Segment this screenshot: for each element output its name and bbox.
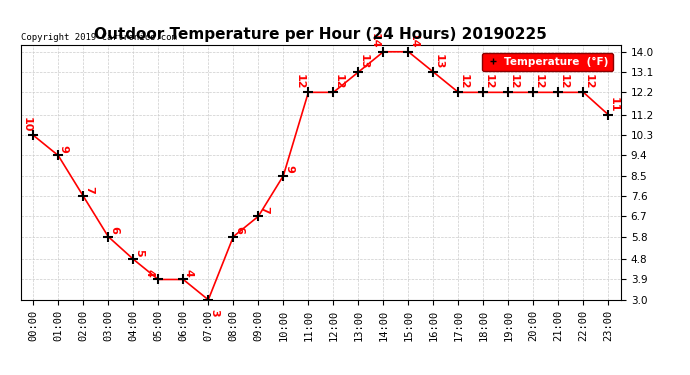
Text: 5: 5 bbox=[134, 249, 144, 256]
Text: 9: 9 bbox=[284, 165, 294, 173]
Text: 12: 12 bbox=[295, 74, 305, 90]
Text: 12: 12 bbox=[484, 74, 494, 90]
Text: 9: 9 bbox=[59, 145, 69, 153]
Text: 6: 6 bbox=[109, 226, 119, 234]
Text: 14: 14 bbox=[370, 33, 380, 49]
Text: 14: 14 bbox=[409, 33, 419, 49]
Text: 11: 11 bbox=[609, 97, 619, 112]
Title: Outdoor Temperature per Hour (24 Hours) 20190225: Outdoor Temperature per Hour (24 Hours) … bbox=[95, 27, 547, 42]
Text: 7: 7 bbox=[83, 186, 94, 193]
Text: 13: 13 bbox=[434, 54, 444, 69]
Legend: Temperature  (°F): Temperature (°F) bbox=[482, 53, 613, 71]
Text: 12: 12 bbox=[584, 74, 594, 90]
Text: 4: 4 bbox=[145, 269, 155, 277]
Text: 6: 6 bbox=[234, 226, 244, 234]
Text: 13: 13 bbox=[359, 54, 369, 69]
Text: 12: 12 bbox=[534, 74, 544, 90]
Text: Copyright 2019 Cartronics.com: Copyright 2019 Cartronics.com bbox=[21, 33, 177, 42]
Text: 4: 4 bbox=[184, 269, 194, 277]
Text: 12: 12 bbox=[509, 74, 519, 90]
Text: 7: 7 bbox=[259, 206, 269, 214]
Text: 12: 12 bbox=[459, 74, 469, 90]
Text: 12: 12 bbox=[559, 74, 569, 90]
Text: 10: 10 bbox=[21, 117, 31, 132]
Text: 12: 12 bbox=[334, 74, 344, 90]
Text: 3: 3 bbox=[209, 309, 219, 316]
